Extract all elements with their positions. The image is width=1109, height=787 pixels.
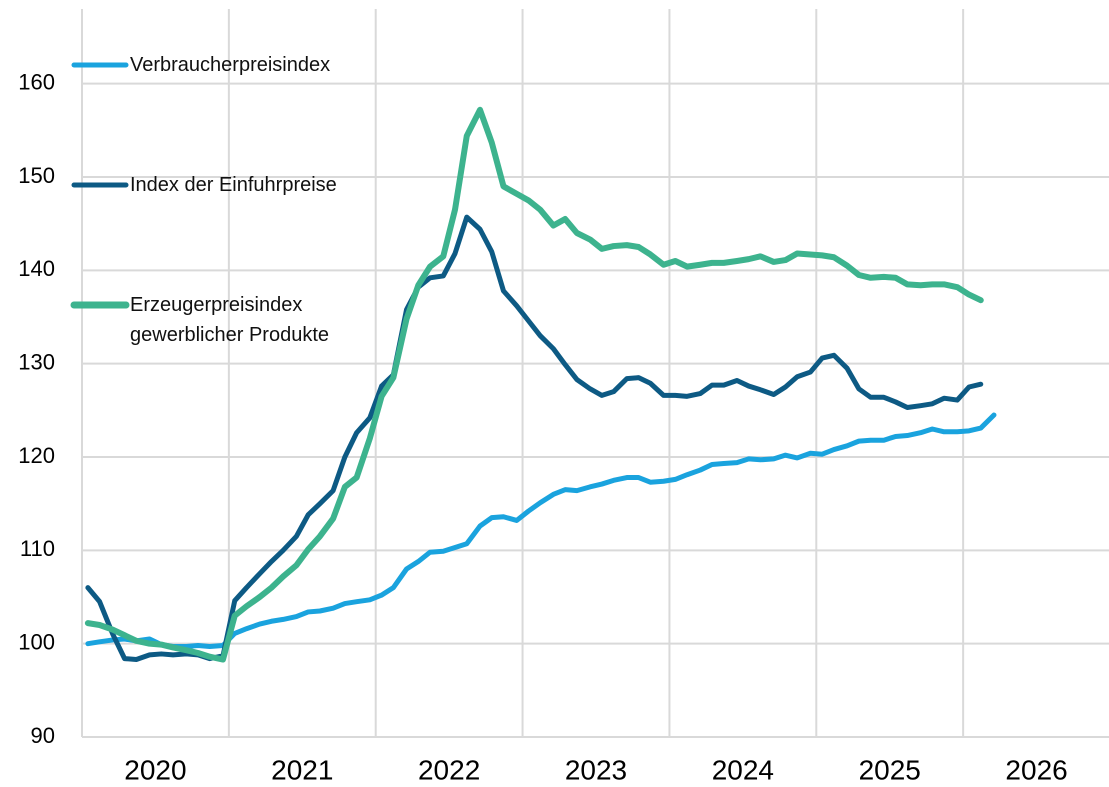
y-tick-label: 120: [18, 443, 55, 468]
y-tick-label: 100: [18, 629, 55, 654]
x-tick-label: 2023: [565, 754, 627, 785]
legend-label: Erzeugerpreisindex gewerblicher Produkte: [130, 294, 329, 346]
legend-label: Index der Einfuhrpreise: [130, 174, 337, 196]
y-tick-label: 140: [18, 256, 55, 281]
series-line: [85, 214, 984, 663]
y-tick-label: 90: [31, 723, 55, 748]
y-tick-label: 160: [18, 69, 55, 94]
y-tick-label: 150: [18, 163, 55, 188]
y-tick-label: 130: [18, 349, 55, 374]
y-tick-label: 110: [20, 536, 55, 561]
series-line: [85, 412, 997, 649]
x-tick-label: 2025: [859, 754, 921, 785]
x-tick-label: 2026: [1005, 754, 1067, 785]
x-tick-label: 2022: [418, 754, 480, 785]
x-tick-label: 2020: [124, 754, 186, 785]
series-line: [84, 106, 984, 663]
legend-label: Verbraucherpreisindex: [130, 54, 331, 76]
x-tick-label: 2021: [271, 754, 333, 785]
x-tick-label: 2024: [712, 754, 774, 785]
